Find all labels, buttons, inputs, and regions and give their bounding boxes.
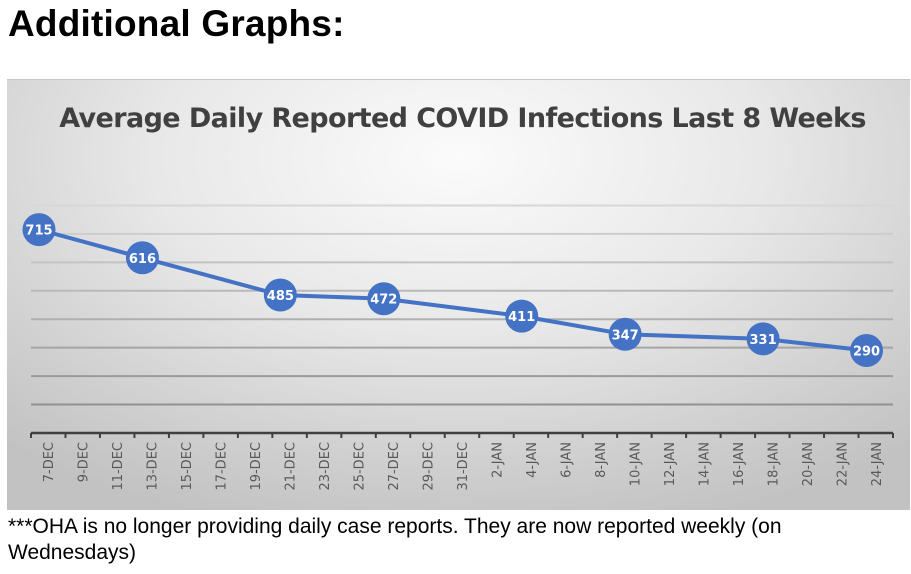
x-tick-label: 14-JAN (697, 442, 712, 486)
x-tick-label: 18-JAN (766, 442, 781, 486)
x-tick-label: 8-JAN (594, 442, 609, 478)
series-line-layer (38, 227, 867, 353)
data-point: 290 (850, 334, 884, 368)
x-tick-label: 10-JAN (628, 442, 643, 486)
x-tick-label: 24-JAN (870, 442, 885, 486)
data-marker (125, 241, 159, 275)
x-tick-label: 19-DEC (249, 442, 264, 491)
data-marker (505, 299, 539, 333)
data-marker (850, 334, 884, 368)
x-tick-label: 23-DEC (318, 442, 333, 491)
x-tick-label: 31-DEC (456, 442, 471, 491)
x-axis: 7-DEC 9-DEC 11-DEC 13-DEC 15-DEC 17-DEC 19-DEC… (30, 431, 894, 491)
x-tick-label: 4-JAN (525, 442, 540, 478)
x-tick-label: 27-DEC (387, 442, 402, 491)
x-tick-label: 12-JAN (663, 442, 678, 486)
x-tick-label: 6-JAN (559, 442, 574, 478)
x-tick-label: 29-DEC (422, 442, 437, 491)
data-label: 411 (508, 310, 535, 325)
x-tick-label: 11-DEC (111, 442, 126, 491)
data-marker (367, 282, 401, 316)
data-label: 616 (129, 252, 156, 267)
data-point: 411 (505, 299, 539, 333)
chart-area (7, 79, 910, 510)
x-tick-label: 2-JAN (490, 442, 505, 478)
x-tick-label: 7-DEC (42, 442, 57, 482)
data-marker (263, 278, 297, 312)
data-label: 347 (612, 328, 639, 343)
x-tick-label: 17-DEC (215, 442, 230, 491)
x-tick-label: 16-JAN (732, 442, 747, 486)
x-tick-label: 15-DEC (180, 442, 195, 491)
data-label: 485 (267, 289, 294, 304)
data-label: 472 (370, 293, 397, 308)
x-tick-label: 13-DEC (146, 442, 161, 491)
data-point: 485 (263, 278, 297, 312)
data-point: 347 (608, 317, 642, 351)
data-marker (608, 317, 642, 351)
data-point: 331 (746, 322, 780, 356)
data-label: 290 (853, 345, 880, 360)
data-point: 472 (367, 282, 401, 316)
page-heading: Additional Graphs: (8, 3, 345, 44)
x-tick-label: 9-DEC (77, 442, 92, 482)
x-tick-label: 21-DEC (284, 442, 299, 491)
data-point: 715 (22, 213, 56, 247)
gridlines (31, 204, 893, 406)
data-point: 616 (125, 241, 159, 275)
data-marker (22, 213, 56, 247)
footnote: ***OHA is no longer providing daily case… (8, 515, 782, 564)
x-tick-label: 20-JAN (801, 442, 816, 486)
data-markers: 715 616 485 472 411 347 331 290 (22, 213, 884, 368)
series-line (38, 227, 867, 353)
chart-title: Average Daily Reported COVID Infections … (59, 103, 866, 134)
data-label: 715 (25, 224, 52, 239)
x-tick-label: 25-DEC (353, 442, 368, 491)
data-label: 331 (750, 333, 777, 348)
x-tick-label: 22-JAN (835, 442, 850, 486)
data-marker (746, 322, 780, 356)
